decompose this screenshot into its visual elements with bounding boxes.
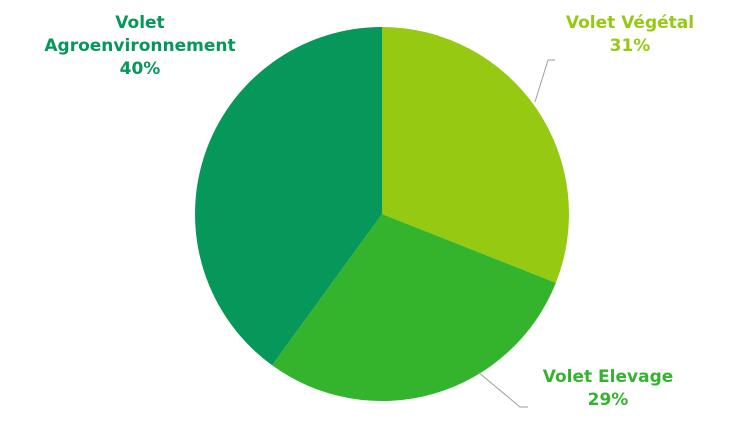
pie-slice-volet-agroenvironnement <box>195 26 382 366</box>
slice-name-agro-line1: Volet <box>115 13 165 33</box>
slice-name-elevage: Volet Elevage <box>542 367 674 387</box>
leader-line-elevage <box>477 371 528 408</box>
slice-pct-elevage: 29% <box>587 390 629 410</box>
slice-pct-agro: 40% <box>119 59 161 79</box>
leader-line-vegetal <box>534 59 555 103</box>
pie-slice-volet-v-g-tal <box>382 27 569 283</box>
slice-label-agroenvironnement: Volet Agroenvironnement 40% <box>5 12 275 81</box>
slice-label-vegetal: Volet Végétal 31% <box>540 12 720 58</box>
slice-label-elevage: Volet Elevage 29% <box>508 366 708 412</box>
slice-pct-vegetal: 31% <box>609 36 651 56</box>
slice-name-vegetal: Volet Végétal <box>565 13 695 33</box>
pie-slice-volet-elevage <box>272 214 556 401</box>
slice-name-agro-line2: Agroenvironnement <box>44 36 236 56</box>
